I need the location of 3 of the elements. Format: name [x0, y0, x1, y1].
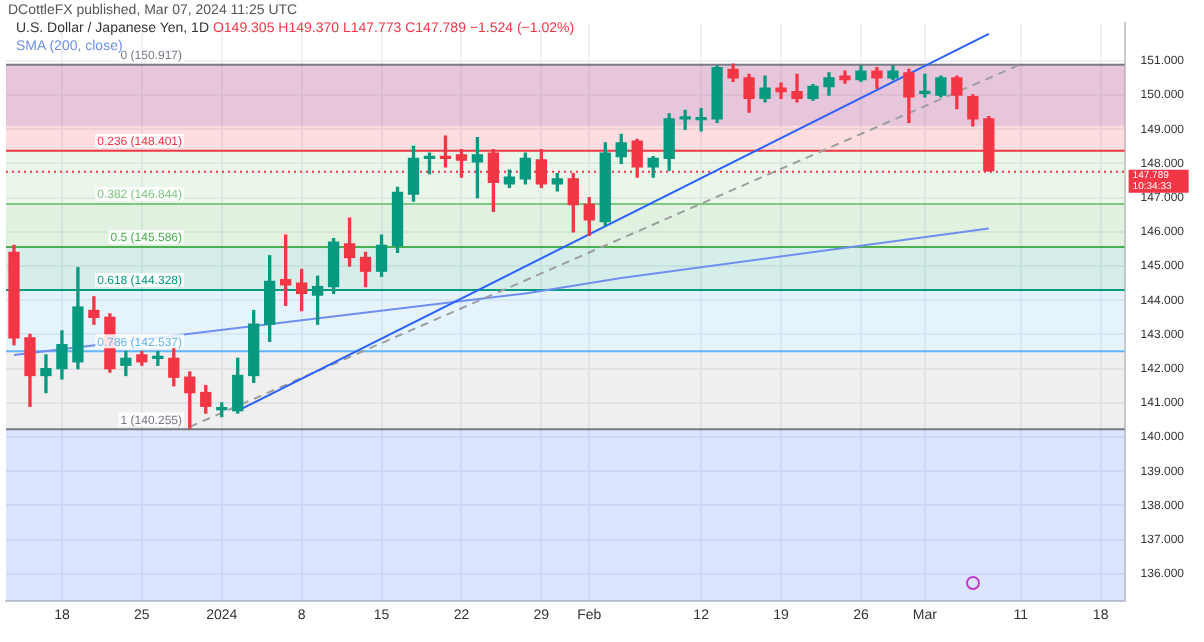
candlestick [919, 73, 931, 98]
candlestick [695, 108, 707, 132]
candlestick [40, 354, 52, 394]
